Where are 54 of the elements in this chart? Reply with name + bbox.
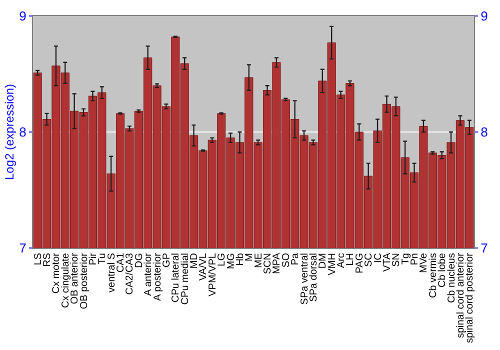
x-tick-label: CPu lateral [170,253,182,302]
x-tick-label: DG [134,252,145,268]
x-tick-label: Cb nucleus [446,253,458,304]
x-tick-label: SO [280,252,292,268]
x-tick-label: spinal cord posterior [464,252,476,344]
y2-tick-label: 8 [480,124,488,140]
y2-tick-label: 7 [480,240,488,256]
x-tick-label: SN [391,253,402,267]
x-tick-label: Cx cingulate [60,252,72,308]
x-tick-label: SPa ventral [299,253,310,305]
x-tick-label: SCN [262,253,274,274]
x-tick-label: spinal cord anterior [455,252,466,338]
x-tick-label: Hb [234,252,246,266]
x-tick-label: Tg [400,253,412,265]
x-tick-label: A anterior [143,252,154,296]
x-tick-label: CA2/CA3 [124,252,136,295]
x-tick-label: SPa dorsal [308,253,320,302]
x-tick-label: OB anterior [70,252,81,304]
x-tick-label: RS [42,252,54,267]
x-tick-label: IC [372,253,384,263]
y2-tick-label: 9 [480,8,488,24]
x-tick-label: MPA [272,252,283,274]
x-tick-label: DM [318,253,329,269]
x-tick-label: CA1 [116,252,127,272]
x-tick-label: Pir [88,252,99,266]
x-tick-label: MG [226,252,237,270]
x-tick-label: A posterior [152,252,164,301]
x-tick-label: Tu [97,253,108,264]
x-tick-label: SC [364,253,375,267]
x-tick-label: LS [32,252,44,266]
x-tick-label: ME [253,252,264,268]
x-tick-label: OB posterior [78,252,90,310]
x-tick-label: M [244,253,256,262]
x-tick-label: Arc [336,253,348,268]
x-tick-label: VPM/VPL [207,252,218,296]
x-tick-label: ventral S [106,252,118,292]
x-tick-label: LH [345,253,356,266]
x-tick-label: CPu medial [180,253,191,305]
y-tick-label: 9 [19,8,26,24]
x-tick-label: PAG [354,252,366,274]
x-tick-label: LG [216,252,228,266]
x-tick-label: Pa [290,252,302,266]
y-axis-title: Log2 (expression) [2,84,16,180]
y-tick-label: 7 [19,240,26,256]
x-tick-label: Cx motor [51,252,62,294]
x-tick-label: Pn [410,253,421,266]
x-tick-label: GP [161,252,172,268]
x-tick-label: Cb vermis [428,253,439,298]
x-tick-label: VA/VL [198,252,210,281]
x-tick-label: Cb lobe [437,252,448,288]
x-tick-label: VMH [326,253,338,276]
y-tick-label: 8 [19,124,26,140]
x-tick-label: VTA [382,252,393,272]
x-tick-label: MVe [418,252,430,274]
